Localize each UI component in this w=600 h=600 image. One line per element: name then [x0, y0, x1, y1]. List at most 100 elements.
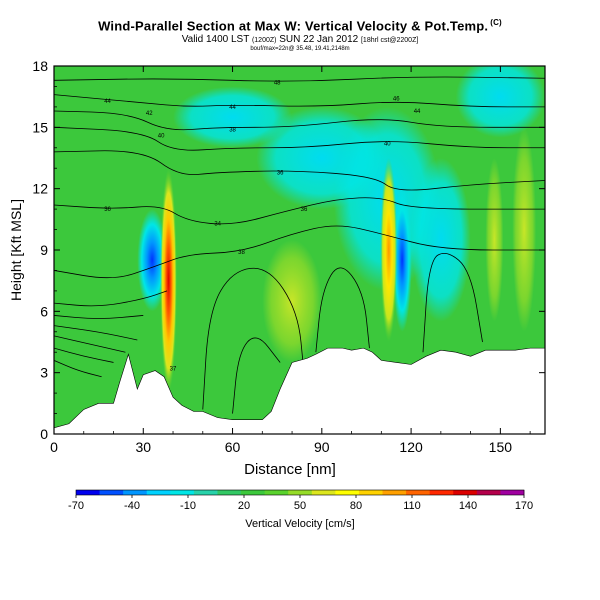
colorbar-swatch: [76, 490, 100, 495]
meta-line: bouf/max=22n@ 35.48, 19.41,2148m: [250, 46, 350, 53]
colorbar-swatch: [500, 490, 525, 495]
y-tick-label: 6: [40, 303, 48, 319]
y-tick-label: 0: [40, 426, 48, 442]
theta-contour-10: [54, 335, 126, 353]
theta-contour-label: 38: [238, 250, 245, 256]
theta-contours: [54, 76, 545, 414]
x-tick-label: 120: [399, 439, 423, 455]
updraft-core-0: [160, 168, 177, 394]
x-axis-label: Distance [nm]: [244, 461, 336, 478]
colorbar-tick-label: -70: [68, 500, 84, 512]
colorbar-tick-label: -40: [124, 500, 140, 512]
theta-contour-1: [54, 94, 545, 108]
colorbar-swatch: [288, 490, 313, 495]
colorbar-tick-label: 50: [294, 500, 306, 512]
y-tick-label: 12: [32, 181, 48, 197]
chart-title-text: Wind-Parallel Section at Max W: Vertical…: [98, 18, 489, 34]
colorbar-swatch: [311, 490, 336, 495]
colorbar-swatch: [170, 490, 195, 495]
theta-contour-label: 36: [301, 207, 308, 213]
chart-title: Wind-Parallel Section at Max W: Vertical…: [0, 18, 600, 33]
theta-contour-label: 44: [104, 99, 111, 105]
theta-contour-11: [54, 347, 114, 363]
x-tick-label: 30: [135, 439, 151, 455]
theta-contour-label: 40: [384, 142, 391, 148]
y-tick-label: 15: [32, 119, 48, 135]
valid-utc: (1200Z): [251, 37, 277, 45]
theta-contour-12: [54, 360, 102, 378]
colorbar-swatch: [429, 490, 454, 495]
theta-contour-3: [54, 126, 545, 151]
theta-contour-label: 40: [158, 134, 165, 140]
colorbar-swatch: [123, 490, 148, 495]
colorbar: -70 -40 -10 20 50 80 110 140 170: [68, 489, 533, 512]
colorbar-swatch: [358, 490, 383, 495]
theta-contour-label: 44: [414, 109, 421, 115]
valid-prefix: Valid 1400 LST: [181, 34, 250, 46]
valid-time-line: Valid 1400 LST (1200Z) SUN 22 Jan 2012 […: [0, 34, 600, 45]
theta-contour-0: [54, 76, 545, 82]
theta-contour-14: [315, 267, 370, 353]
x-tick-label: 150: [489, 439, 513, 455]
colorbar-swatch: [453, 490, 478, 495]
colorbar-swatch: [382, 490, 407, 495]
colorbar-swatch: [193, 490, 218, 495]
colorbar-tick-label: 140: [459, 500, 477, 512]
colorbar-swatch: [99, 490, 124, 495]
valid-date: SUN 22 Jan 2012: [279, 34, 359, 46]
theta-contour-16: [422, 253, 483, 353]
colorbar-swatch: [217, 490, 242, 495]
x-tick-label: 60: [225, 439, 241, 455]
x-tick-label: 90: [314, 439, 330, 455]
theta-contour-label: 38: [229, 127, 236, 133]
y-tick-label: 18: [32, 58, 48, 74]
colorbar-swatch: [335, 490, 360, 495]
colorbar-swatch: [241, 490, 266, 495]
title-block: Wind-Parallel Section at Max W: Vertical…: [0, 18, 600, 52]
downdraft-core-0: [392, 188, 412, 332]
terrain-mask: [54, 347, 545, 434]
colorbar-swatch: [406, 490, 431, 495]
field-shading-3: [455, 66, 545, 138]
theta-contour-2: [54, 110, 545, 131]
theta-contour-label: 44: [229, 105, 236, 111]
colorbar-tick-label: 170: [515, 500, 533, 512]
theta-contour-6: [54, 225, 545, 279]
colorbar-label: Vertical Velocity [cm/s]: [245, 518, 354, 530]
colorbar-tick-label: -10: [180, 500, 196, 512]
theta-contour-label: 34: [214, 221, 221, 227]
colorbar-tick-label: 80: [350, 500, 362, 512]
theta-contour-8: [54, 315, 144, 319]
colorbar-tick-label: 20: [238, 500, 250, 512]
theta-contour-label: 36: [277, 170, 284, 176]
theta-contour-7: [54, 290, 168, 307]
colorbar-swatch: [264, 490, 289, 495]
field-shading-6: [485, 158, 504, 322]
field-shading-5: [512, 127, 537, 332]
theta-contour-label: 48: [274, 80, 281, 86]
y-axis-label: Height [Kft MSL]: [8, 199, 24, 301]
title-mark: (C): [490, 18, 502, 27]
colorbar-tick-label: 110: [403, 500, 421, 512]
theta-contour-5: [54, 197, 545, 225]
colorbar-swatch: [146, 490, 171, 495]
updraft-core-1: [380, 158, 398, 342]
y-tick-label: 9: [40, 242, 48, 258]
field-shading-7: [262, 239, 322, 363]
theta-contour-label: 46: [393, 97, 400, 103]
downdraft-core-1: [137, 209, 168, 312]
theta-contour-15: [232, 337, 281, 414]
theta-contour-label: 36: [104, 207, 111, 213]
colorbar-swatch: [476, 490, 501, 495]
y-tick-label: 3: [40, 365, 48, 381]
theta-contour-13: [202, 267, 305, 410]
valid-suffix: [18hrl cst@2200Z]: [360, 37, 419, 45]
field-shading-2: [411, 158, 471, 322]
field-shading-1: [256, 106, 388, 210]
theta-contour-9: [54, 325, 138, 341]
theta-contour-labels: 48 46 44 42 44 44 40 38 40 36 36 36 34 38 37: [104, 80, 421, 372]
field-shading-4: [173, 86, 293, 148]
x-tick-label: 0: [50, 439, 58, 455]
